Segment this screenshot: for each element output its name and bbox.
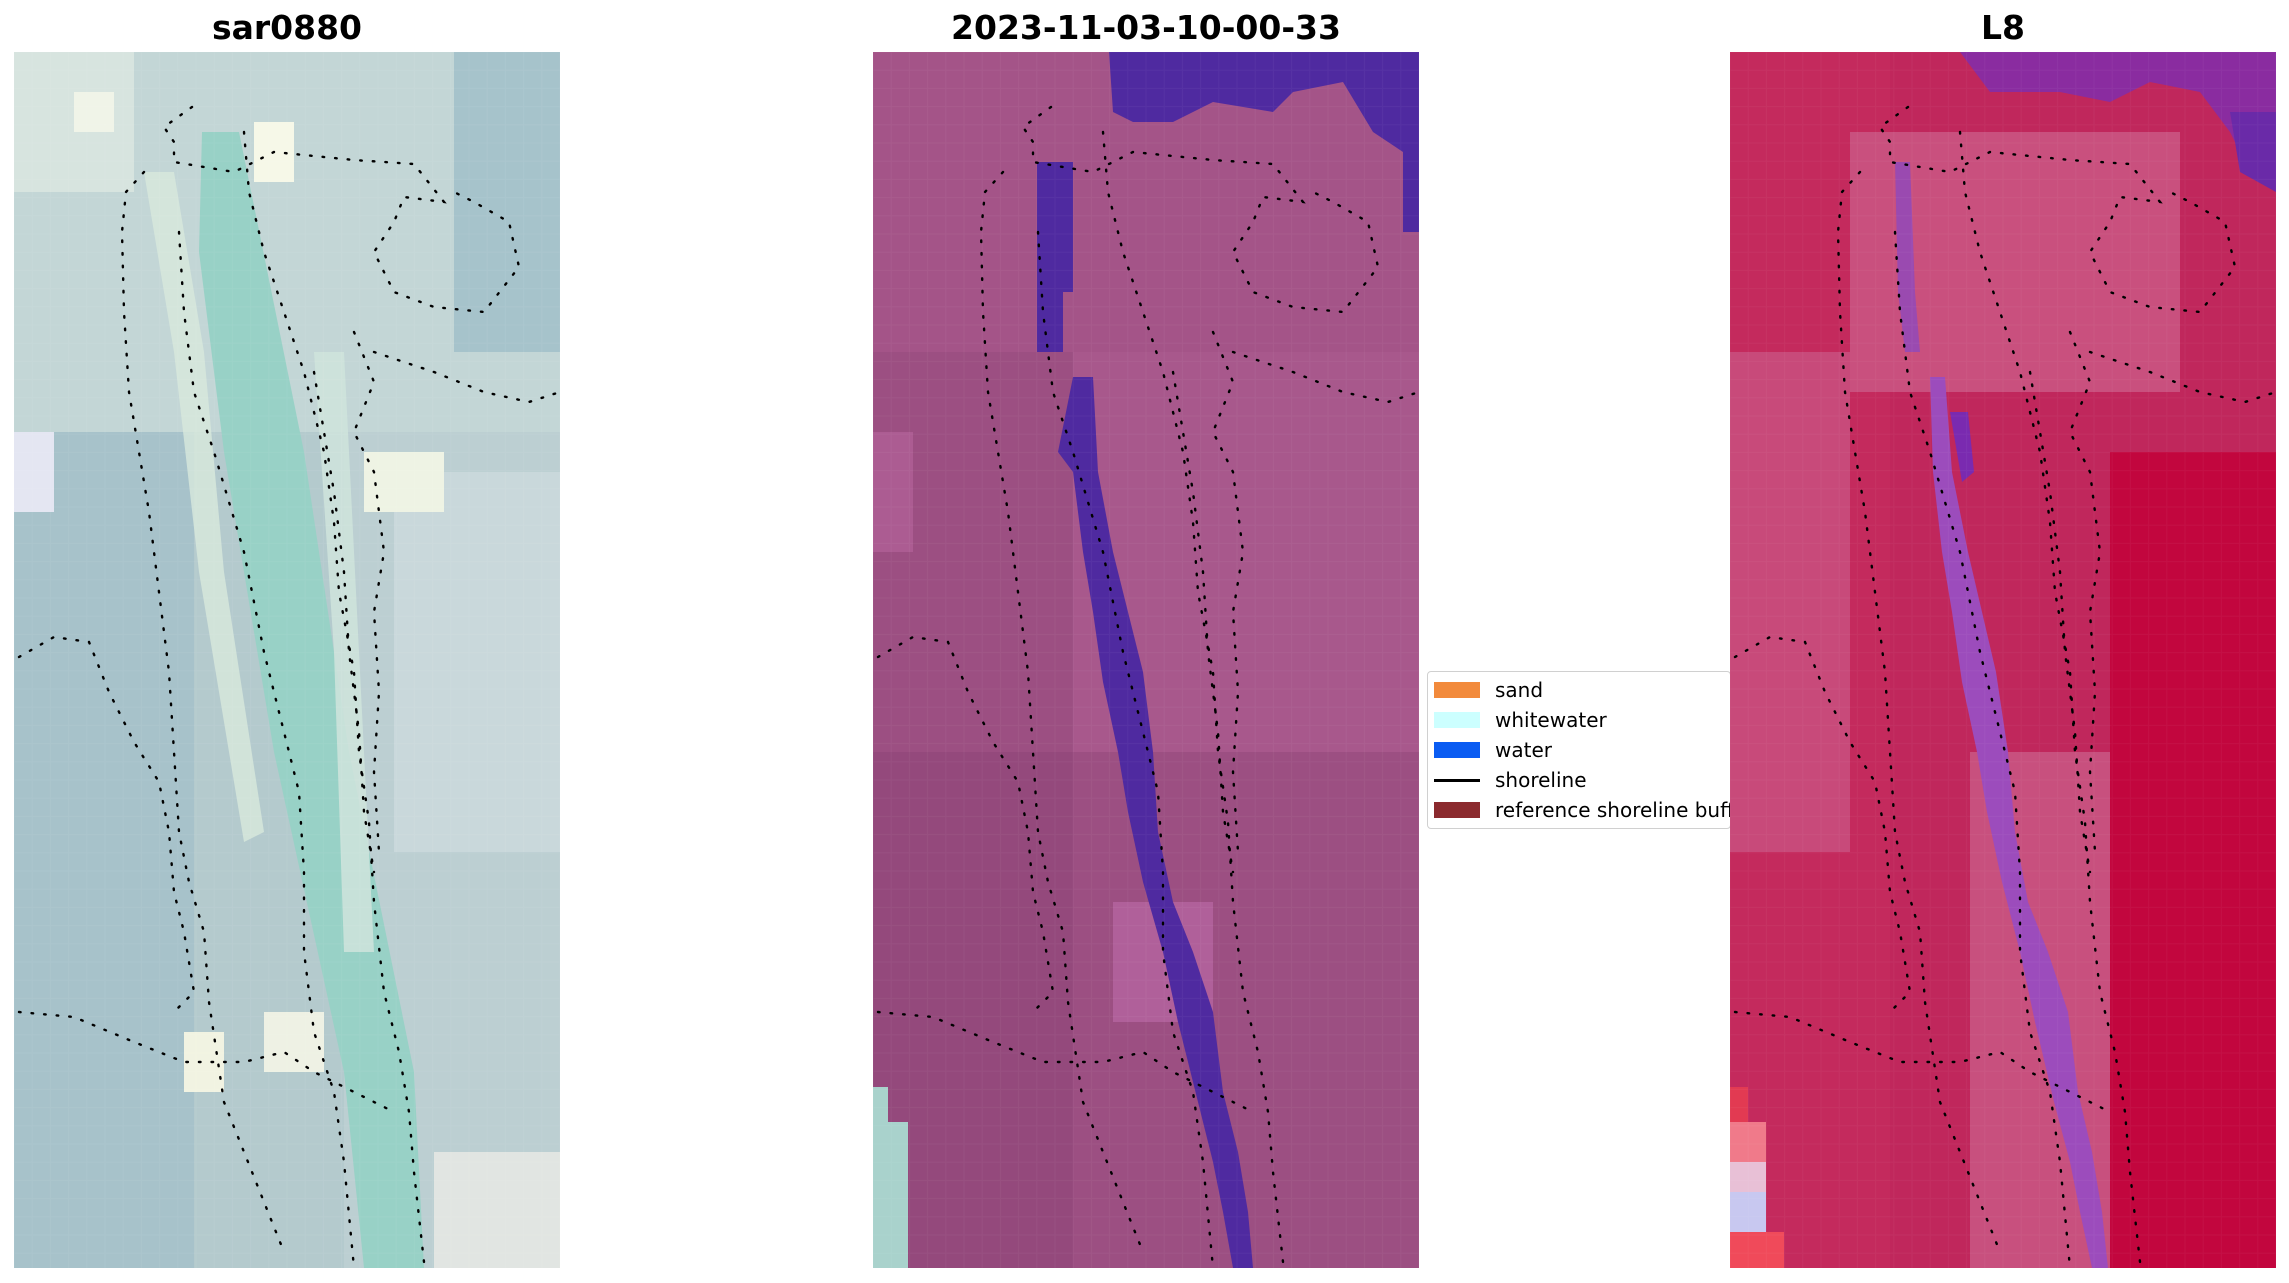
index-image [1730,52,2276,1268]
buffer-swatch-icon [1434,802,1480,818]
rgb-image [14,52,560,1268]
legend-label: reference shoreline buffer [1495,798,1731,822]
legend-item-sand: sand [1434,675,1543,705]
legend-item-whitewater: whitewater [1434,705,1607,735]
whitewater-swatch-icon [1434,712,1480,728]
rgb-image-panel [14,52,560,1268]
legend-item-reference-buffer: reference shoreline buffer [1434,795,1731,825]
classification-panel [873,52,1419,1268]
legend-label: water [1495,738,1552,762]
panel-title-index: L8 [1981,8,2025,47]
legend-label: whitewater [1495,708,1607,732]
shoreline-line-icon [1434,778,1480,782]
legend-item-water: water [1434,735,1552,765]
panel-title-classification: 2023-11-03-10-00-33 [951,8,1341,47]
panel-title-rgb: sar0880 [211,8,363,47]
classified-image [873,52,1419,1268]
legend-label: shoreline [1495,768,1587,792]
legend: sand whitewater water shoreline referenc… [1427,671,1731,829]
sand-swatch-icon [1434,682,1480,698]
legend-label: sand [1495,678,1544,702]
legend-item-shoreline: shoreline [1434,765,1587,795]
index-image-panel [1730,52,2276,1268]
water-swatch-icon [1434,742,1480,758]
